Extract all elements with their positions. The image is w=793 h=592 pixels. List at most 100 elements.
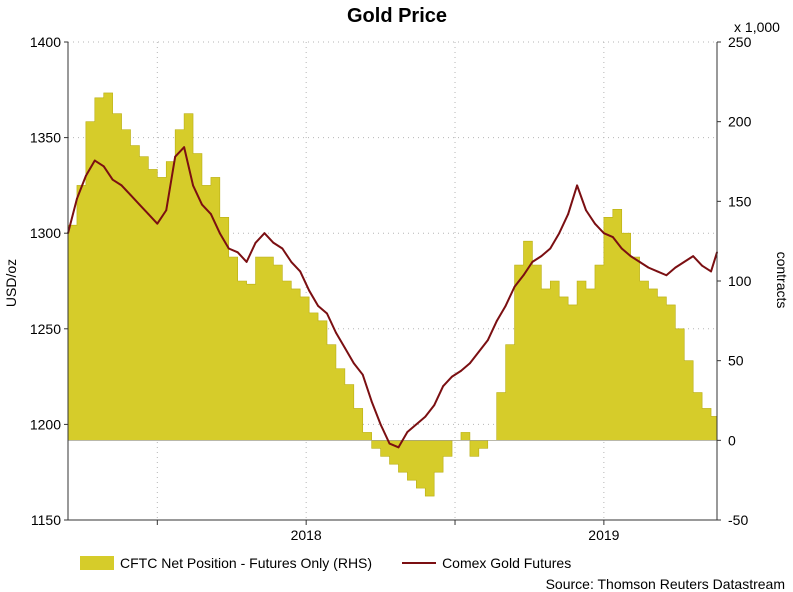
right-tick-label: 150 [728,193,752,209]
source-note: Source: Thomson Reuters Datastream [545,576,785,592]
comex-point [451,375,453,378]
comex-point [674,266,677,269]
comex-point [594,222,596,225]
comex-point [129,194,132,196]
comex-point [370,400,373,403]
comex-point [352,362,355,365]
comex-point [156,222,159,225]
comex-point [558,232,561,235]
tick-labels: 1150 1200 1250 1300 1350 1400 -50 0 50 100 150 200 2… [30,34,752,543]
left-axis-label: USD/oz [3,259,19,307]
comex-line-series [67,146,718,449]
comex-point [192,184,194,187]
right-axis-label: contracts [774,252,790,309]
left-tick-label: 1400 [30,34,61,50]
right-tick-label: 200 [728,114,752,130]
comex-point [433,404,436,407]
comex-point [263,232,266,235]
comex-gold-futures-line [67,146,718,449]
comex-point [335,331,337,334]
comex-point [84,174,87,177]
right-tick-label: 100 [728,273,752,289]
comex-point [361,373,364,376]
comex-point [549,247,552,250]
comex-point [379,423,382,426]
comex-point [102,165,105,168]
x-tick-label: 2018 [291,527,322,543]
comex-point [245,260,248,263]
comex-point [576,184,578,187]
comex-point [326,312,328,315]
comex-point [665,274,668,277]
comex-point [701,264,704,267]
comex-point [620,247,623,250]
comex-point [236,251,239,254]
comex-point [227,247,230,250]
comex-point [424,415,427,418]
comex-point [174,155,177,158]
comex-point [290,260,293,263]
left-tick-label: 1200 [30,416,61,432]
comex-point [406,431,409,433]
comex-point [647,266,650,269]
left-tick-label: 1150 [31,512,61,528]
legend-line-swatch [402,562,437,564]
comex-point [165,209,168,212]
left-tick-label: 1300 [30,225,61,241]
comex-point [308,289,311,292]
comex-point [201,203,203,206]
comex-point [183,146,186,149]
comex-point [540,255,543,258]
right-tick-label: 250 [728,34,752,50]
comex-point [522,274,525,277]
comex-point [120,184,123,187]
comex-point [638,260,641,263]
comex-point [469,362,471,365]
comex-point [531,260,534,263]
comex-point [93,159,96,162]
cftc-area-series [67,92,718,497]
legend: CFTC Net Position - Futures Only (RHS) C… [80,553,571,573]
comex-point [692,255,695,258]
comex-point [111,178,114,181]
comex-point [486,339,489,342]
comex-point [602,232,605,235]
comex-point [388,442,391,445]
left-tick-label: 1350 [30,130,61,146]
left-tick-label: 1250 [30,321,61,337]
comex-point [513,285,516,288]
right-axis-multiplier: x 1,000 [734,19,780,35]
comex-point [710,270,712,273]
comex-point [281,247,284,250]
comex-point [585,209,587,212]
comex-point [147,213,150,215]
comex-point [254,241,257,244]
cftc-net-position-area [67,92,718,497]
right-tick-label: -50 [728,512,748,528]
comex-point [567,213,570,215]
comex-point [299,270,302,273]
x-tick-label: 2019 [588,527,619,543]
comex-point [218,232,221,235]
comex-point [209,213,212,215]
comex-point [477,350,480,353]
comex-point [317,304,319,307]
comex-point [415,423,418,426]
comex-point [504,304,507,307]
comex-point [495,320,498,323]
legend-area-swatch [80,556,114,570]
right-tick-label: 50 [728,353,744,369]
comex-point [442,385,445,388]
comex-point [629,255,632,258]
right-tick-label: 0 [728,432,736,448]
legend-area-label: CFTC Net Position - Futures Only (RHS) [120,555,373,571]
chart-title: Gold Price [347,5,447,27]
comex-point [397,446,400,449]
comex-point [656,270,659,273]
legend-line-label: Comex Gold Futures [442,555,572,571]
comex-point [272,241,275,244]
comex-point [343,347,346,349]
comex-point [138,203,141,206]
comex-point [611,236,614,238]
